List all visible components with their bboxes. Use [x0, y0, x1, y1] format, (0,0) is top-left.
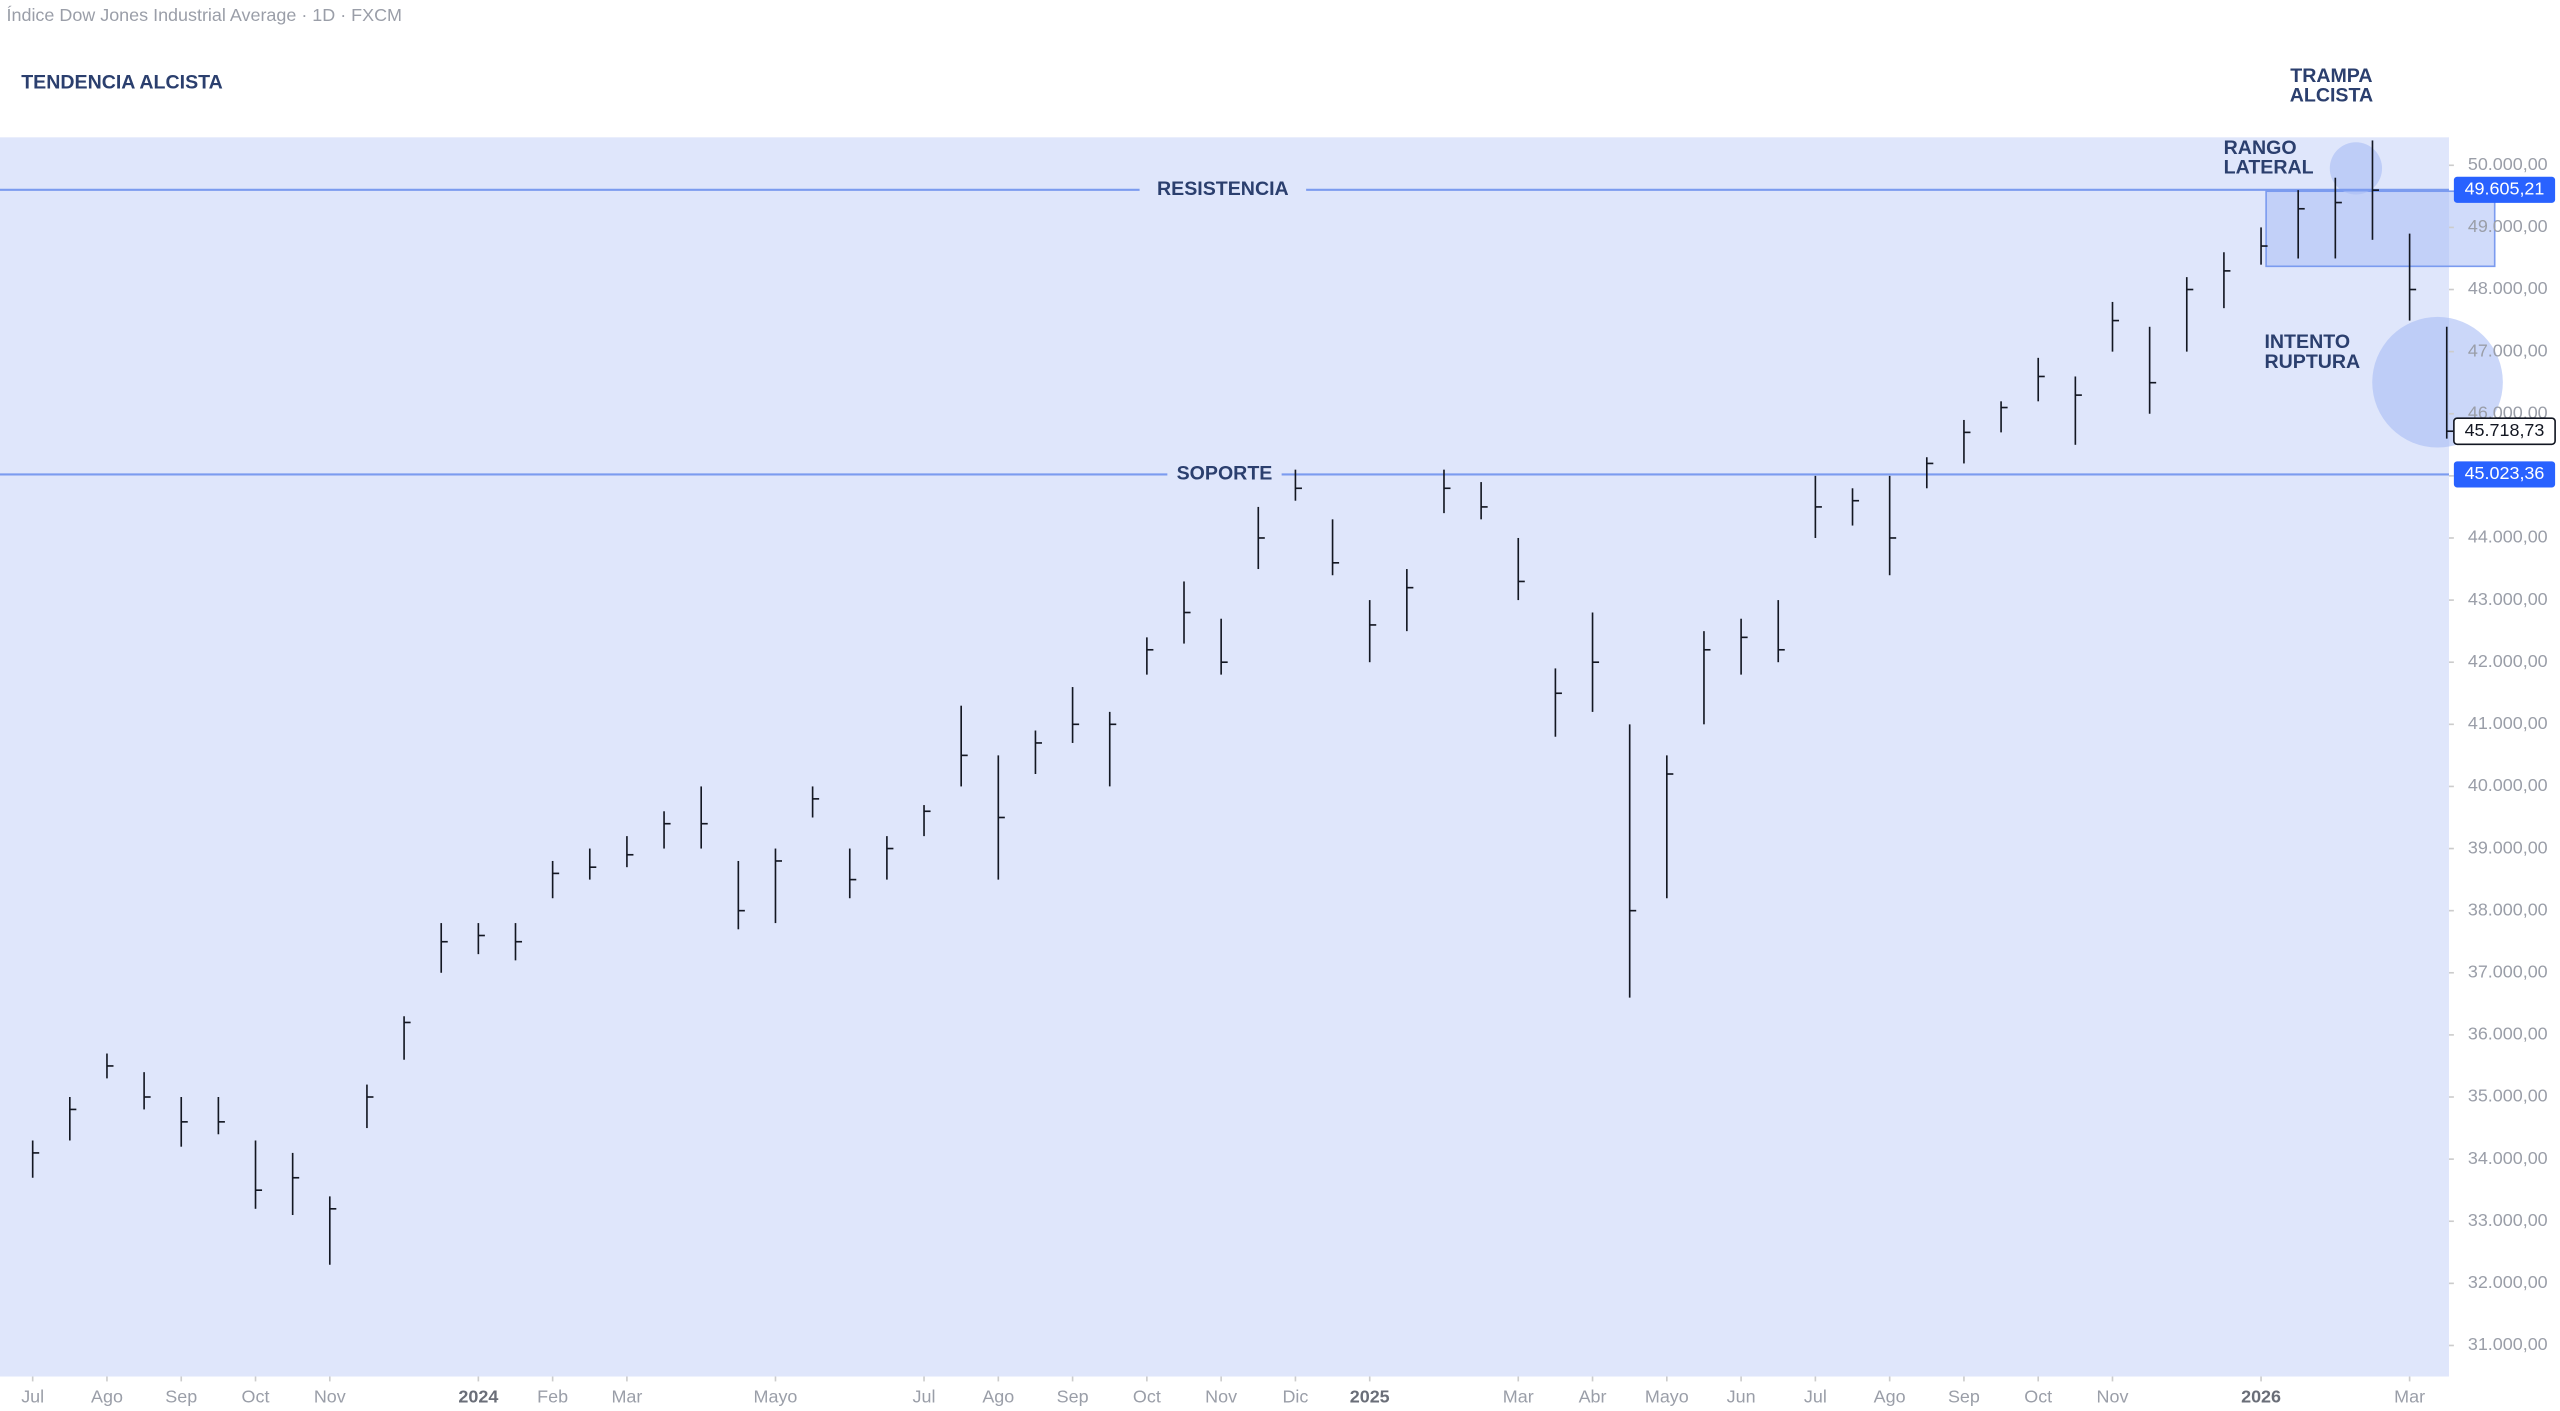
x-tick-label: Nov — [1205, 1386, 1237, 1406]
x-tick-label: Sep — [1057, 1386, 1089, 1406]
x-tick-label: Ago — [1874, 1386, 1906, 1406]
x-tick-label: Nov — [2097, 1386, 2129, 1406]
breakout-circle — [2372, 316, 2503, 448]
x-tick-label: Jul — [913, 1386, 936, 1406]
x-tick-label: Mar — [1503, 1386, 1534, 1406]
y-tick-label: 41.000,00 — [2468, 713, 2548, 733]
x-tick-label: Mayo — [1645, 1386, 1689, 1406]
x-tick-label: Ago — [982, 1386, 1014, 1406]
x-tick-label: Oct — [2024, 1386, 2052, 1406]
y-tick-label: 49.000,00 — [2468, 216, 2548, 236]
x-tick-label: Jun — [1727, 1386, 1756, 1406]
level-text: RESISTENCIA — [1157, 178, 1289, 200]
y-tick-label: 32.000,00 — [2468, 1272, 2548, 1292]
x-tick-label: Nov — [314, 1386, 346, 1406]
last-price: 45.718,73 — [2465, 420, 2545, 440]
x-tick-label: Oct — [242, 1386, 270, 1406]
level-text: SOPORTE — [1177, 463, 1273, 485]
x-tick-label: Ago — [91, 1386, 123, 1406]
annotation: TRAMPA — [2290, 65, 2372, 87]
x-tick-label: 2025 — [1350, 1386, 1390, 1406]
x-tick-label: Oct — [1133, 1386, 1161, 1406]
y-tick-label: 36.000,00 — [2468, 1024, 2548, 1044]
x-tick-label: Jul — [1804, 1386, 1827, 1406]
annotation: LATERAL — [2224, 157, 2314, 179]
x-tick-label: Abr — [1579, 1386, 1607, 1406]
annotation: RANGO — [2224, 137, 2297, 159]
level-text-bg — [1167, 462, 1282, 486]
y-tick-label: 34.000,00 — [2468, 1148, 2548, 1168]
y-tick-label: 40.000,00 — [2468, 775, 2548, 795]
x-tick-label: Jul — [21, 1386, 44, 1406]
range-box — [2265, 190, 2496, 268]
y-tick-label: 37.000,00 — [2468, 962, 2548, 982]
y-tick-label: 42.000,00 — [2468, 651, 2548, 671]
x-tick-label: Feb — [537, 1386, 568, 1406]
x-tick-label: Mayo — [754, 1386, 798, 1406]
y-tick-label: 44.000,00 — [2468, 527, 2548, 547]
x-tick-label: Sep — [1948, 1386, 1980, 1406]
y-tick-label: 31.000,00 — [2468, 1334, 2548, 1354]
x-tick-label: Sep — [165, 1386, 197, 1406]
level-price-box — [2453, 461, 2556, 488]
level-price-box — [2453, 176, 2556, 203]
y-tick-label: 33.000,00 — [2468, 1210, 2548, 1230]
y-tick-label: 47.000,00 — [2468, 340, 2548, 360]
level-price: 45.023,36 — [2465, 463, 2545, 483]
level-price: 49.605,21 — [2465, 179, 2545, 199]
annotation: RUPTURA — [2264, 351, 2360, 373]
x-tick-label: 2026 — [2241, 1386, 2281, 1406]
y-tick-label: 43.000,00 — [2468, 589, 2548, 609]
plot-area — [0, 137, 2449, 1377]
x-tick-label: 2024 — [458, 1386, 498, 1406]
x-tick-label: Dic — [1282, 1386, 1308, 1406]
last-price-box — [2453, 417, 2556, 446]
annotation: TENDENCIA ALCISTA — [21, 72, 223, 94]
annotation: ALCISTA — [2290, 85, 2373, 107]
y-tick-label: 50.000,00 — [2468, 154, 2548, 174]
y-tick-label: 35.000,00 — [2468, 1086, 2548, 1106]
level-text-bg — [1139, 178, 1307, 202]
y-tick-label: 38.000,00 — [2468, 899, 2548, 919]
x-tick-label: Mar — [2394, 1386, 2425, 1406]
trap-circle — [2329, 142, 2383, 195]
chart-title: Índice Dow Jones Industrial Average · 1D… — [7, 5, 402, 25]
annotation: INTENTO — [2264, 331, 2350, 353]
y-tick-label: 48.000,00 — [2468, 278, 2548, 298]
y-tick-label: 39.000,00 — [2468, 837, 2548, 857]
x-tick-label: Mar — [611, 1386, 642, 1406]
